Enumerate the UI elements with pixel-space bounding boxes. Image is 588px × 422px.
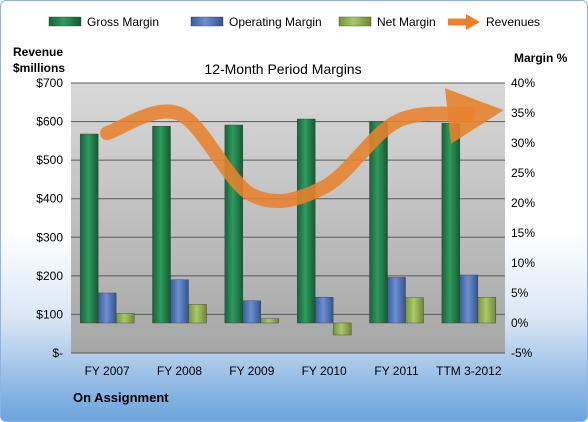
left-tick-label: $- [52, 346, 63, 360]
left-tick-label: $200 [36, 269, 63, 283]
category-label: FY 2010 [302, 364, 347, 378]
right-tick-label: 30% [511, 136, 535, 150]
bar-operating-margin [387, 277, 406, 324]
bar-net-margin [260, 318, 280, 324]
legend-label-operating-margin: Operating Margin [229, 15, 322, 29]
right-tick-label: 20% [511, 196, 535, 210]
bars [79, 118, 497, 336]
bar-net-margin [188, 304, 207, 324]
right-axis-title: Margin % [514, 51, 568, 65]
right-tick-label: 40% [511, 76, 535, 90]
bar-gross-margin [296, 118, 316, 324]
legend-label-net-margin: Net Margin [377, 15, 436, 29]
revenues-line [100, 88, 504, 208]
bar-operating-margin [97, 292, 117, 324]
right-tick-label: -5% [511, 346, 533, 360]
left-tick-label: $500 [36, 153, 63, 167]
category-label: FY 2008 [157, 364, 202, 378]
legend-label-revenues: Revenues [486, 15, 540, 29]
legend-label-gross-margin: Gross Margin [87, 15, 159, 29]
bar-net-margin [115, 313, 135, 324]
right-tick-label: 10% [511, 256, 535, 270]
footer-label: On Assignment [73, 390, 169, 405]
bar-gross-margin [224, 124, 244, 324]
bar-operating-margin [242, 300, 262, 324]
left-tick-label: $600 [36, 115, 63, 129]
bar-operating-margin [170, 279, 189, 324]
legend-swatch-operating-margin [190, 16, 224, 27]
category-label: FY 2011 [374, 364, 419, 378]
chart-title: 12-Month Period Margins [204, 61, 361, 77]
bar-gross-margin [441, 122, 461, 324]
right-tick-label: 5% [511, 286, 529, 300]
legend-swatch-net-margin [338, 16, 372, 27]
bar-operating-margin [314, 297, 334, 324]
left-tick-label: $300 [36, 230, 63, 244]
bar-net-margin [405, 297, 424, 324]
bar-net-margin [332, 322, 352, 336]
bar-operating-margin [459, 274, 479, 324]
right-tick-label: 0% [511, 316, 529, 330]
left-axis-title-line1: Revenue [13, 45, 63, 59]
right-tick-label: 15% [511, 226, 535, 240]
bar-gross-margin [369, 121, 388, 324]
left-axis-title-line2: $millions [13, 61, 65, 75]
legend: Gross Margin Operating Margin Net Margin Re… [48, 14, 540, 30]
plot-area [71, 83, 505, 353]
category-labels: FY 2007 FY 2008 FY 2009 FY 2010 FY 2011 TTM 3… [85, 364, 502, 378]
left-axis-ticks: $- $100 $200 $300 $400 $500 $600 $700 [36, 76, 63, 360]
bar-gross-margin [79, 133, 99, 324]
category-label: FY 2007 [85, 364, 130, 378]
legend-swatch-gross-margin [48, 16, 82, 27]
gridlines [71, 82, 505, 354]
left-tick-label: $100 [36, 307, 63, 321]
right-axis-ticks: -5% 0% 5% 10% 15% 20% 25% 30% 35% 40% [511, 76, 535, 360]
category-label: TTM 3-2012 [436, 364, 502, 378]
category-label: FY 2009 [229, 364, 274, 378]
right-tick-label: 35% [511, 106, 535, 120]
left-tick-label: $700 [36, 76, 63, 90]
left-tick-label: $400 [36, 192, 63, 206]
legend-arrowhead [466, 14, 480, 30]
bar-net-margin [477, 297, 497, 324]
bar-gross-margin [152, 125, 171, 324]
right-tick-label: 25% [511, 166, 535, 180]
